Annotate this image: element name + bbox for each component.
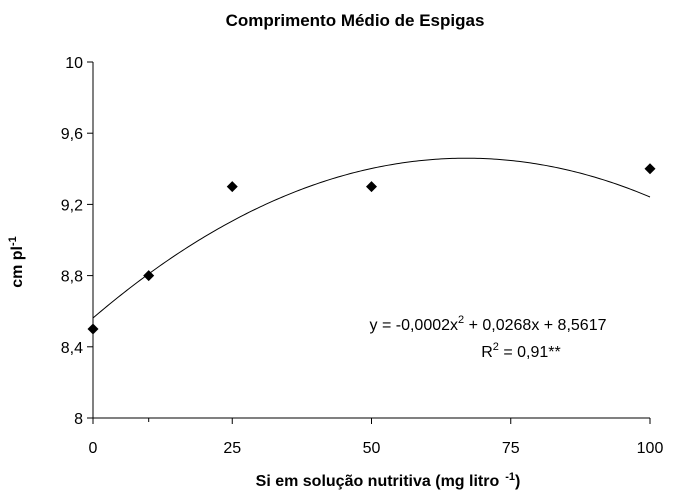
- x-tick-label: 100: [637, 440, 664, 457]
- trendline: [92, 157, 651, 319]
- x-tick-label: 0: [89, 440, 98, 457]
- x-axis-label: Si em solução nutritiva (mg litro -1): [256, 471, 521, 490]
- data-point: [226, 181, 238, 193]
- y-tick-label: 9,6: [61, 126, 83, 143]
- chart-title: Comprimento Médio de Espigas: [226, 11, 485, 30]
- y-ticks: 8 8,4 8,8 9,2 9,6 10: [61, 55, 93, 428]
- x-tick-label: 25: [223, 440, 241, 457]
- y-axis-label: cm pl-1: [7, 236, 26, 288]
- y-tick-label: 10: [65, 55, 83, 72]
- x-tick-label: 75: [502, 440, 520, 457]
- equation-line: y = -0,0002x2 + 0,0268x + 8,5617: [370, 314, 607, 334]
- data-point: [143, 270, 155, 282]
- plot-area: 8 8,4 8,8 9,2 9,6 10 0 25 50 75 100: [61, 55, 664, 457]
- y-tick-label: 8,4: [61, 340, 83, 357]
- x-ticks: 0 25 50 75 100: [89, 418, 664, 457]
- x-tick-label: 50: [363, 440, 381, 457]
- y-tick-label: 9,2: [61, 197, 83, 214]
- data-point: [366, 181, 377, 193]
- data-point: [87, 323, 99, 335]
- r-squared-line: R2 = 0,91**: [481, 341, 561, 361]
- data-markers: [87, 163, 656, 335]
- y-tick-label: 8: [74, 411, 83, 428]
- data-point: [644, 163, 656, 175]
- y-tick-label: 8,8: [61, 269, 83, 286]
- equation-box: y = -0,0002x2 + 0,0268x + 8,5617 R2 = 0,…: [370, 314, 607, 361]
